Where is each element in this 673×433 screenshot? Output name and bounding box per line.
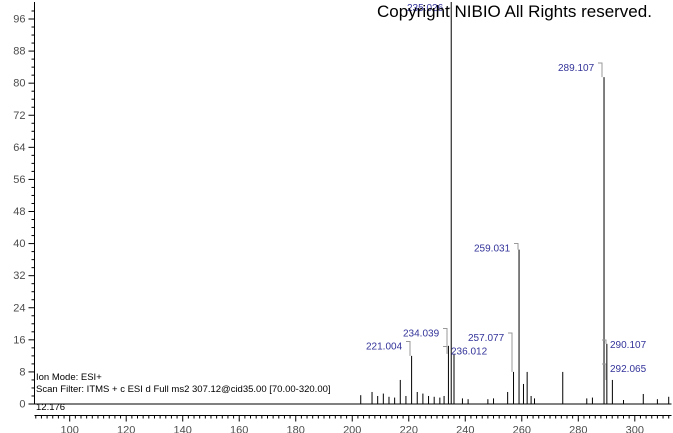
svg-text:290.107: 290.107: [610, 340, 647, 351]
svg-text:32: 32: [13, 270, 25, 282]
svg-text:289.107: 289.107: [558, 63, 595, 74]
svg-text:96: 96: [13, 14, 25, 26]
svg-text:24: 24: [13, 302, 25, 314]
svg-text:240: 240: [456, 425, 474, 433]
svg-text:56: 56: [13, 174, 25, 186]
svg-text:180: 180: [287, 425, 305, 433]
svg-text:221.004: 221.004: [366, 342, 403, 353]
svg-text:236.012: 236.012: [451, 347, 488, 358]
svg-text:292.065: 292.065: [610, 364, 647, 375]
svg-text:160: 160: [230, 425, 248, 433]
svg-text:8: 8: [19, 366, 25, 378]
svg-text:88: 88: [13, 46, 25, 58]
svg-text:280: 280: [569, 425, 587, 433]
svg-text:64: 64: [13, 142, 25, 154]
svg-text:72: 72: [13, 110, 25, 122]
svg-text:100: 100: [61, 425, 79, 433]
svg-text:140: 140: [174, 425, 192, 433]
svg-text:0: 0: [19, 399, 25, 411]
svg-text:80: 80: [13, 78, 25, 90]
svg-text:300: 300: [626, 425, 644, 433]
svg-text:48: 48: [13, 206, 25, 218]
svg-text:200: 200: [343, 425, 361, 433]
svg-text:16: 16: [13, 334, 25, 346]
svg-text:260: 260: [513, 425, 531, 433]
svg-text:259.031: 259.031: [474, 244, 511, 255]
svg-text:220: 220: [400, 425, 418, 433]
svg-text:40: 40: [13, 238, 25, 250]
svg-text:234.039: 234.039: [403, 329, 440, 340]
svg-text:120: 120: [117, 425, 135, 433]
svg-text:257.077: 257.077: [468, 333, 505, 344]
